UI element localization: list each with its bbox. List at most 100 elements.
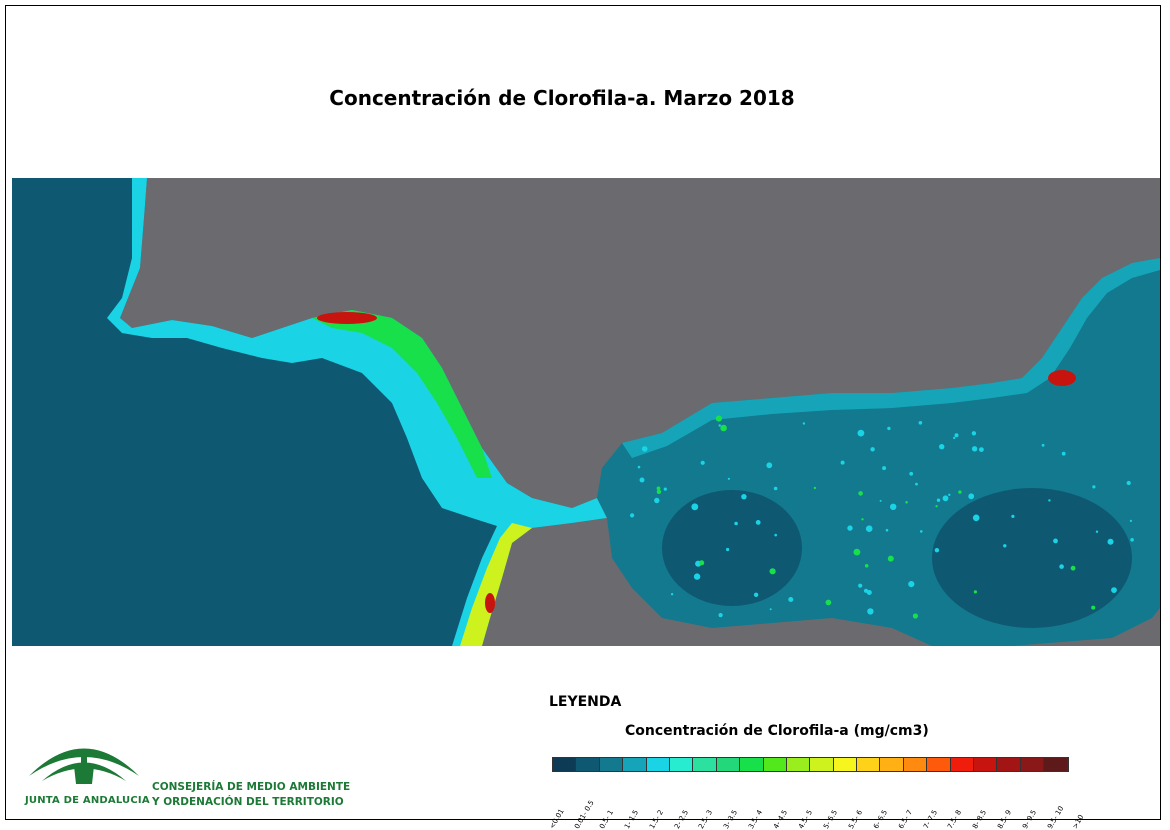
chlorophyll-spot — [864, 564, 869, 568]
chlorophyll-spot — [718, 424, 721, 427]
legend-swatch — [786, 758, 811, 771]
chlorophyll-spot — [971, 446, 978, 452]
chlorophyll-spot — [802, 422, 806, 425]
chlorophyll-spot — [867, 608, 874, 615]
chlorophyll-spot — [954, 433, 959, 438]
chlorophyll-spot — [691, 503, 699, 511]
legend-swatch — [810, 758, 834, 771]
chlorophyll-spot — [861, 518, 864, 521]
chlorophyll-spot — [637, 465, 641, 469]
chlorophyll-spot — [774, 533, 777, 537]
chlorophyll-spot — [912, 613, 919, 619]
morocco-coast-strip — [460, 523, 532, 646]
chlorophyll-spot — [1107, 538, 1114, 545]
chlorophyll-spot — [813, 486, 817, 490]
atlantic-coast-bloom — [312, 310, 492, 478]
chlorophyll-spot — [755, 520, 761, 525]
legend-swatch — [646, 758, 670, 771]
map-canvas — [12, 178, 1160, 646]
chlorophyll-spot — [699, 560, 705, 566]
chlorophyll-spot — [1092, 485, 1096, 489]
legend-swatch — [763, 758, 787, 771]
chlorophyll-spot — [887, 426, 891, 431]
legend-swatch — [974, 758, 998, 771]
chlorophyll-spot — [879, 499, 882, 502]
chlorophyll-spot — [1061, 451, 1066, 456]
chlorophyll-spot — [700, 460, 705, 465]
chlorophyll-spot — [670, 593, 674, 596]
chlorophyll-spot — [942, 495, 949, 502]
department-name: CONSEJERÍA DE MEDIO AMBIENTE Y ORDENACIÓ… — [152, 780, 350, 810]
chlorophyll-spot — [858, 583, 863, 588]
page-title: Concentración de Clorofila-a. Marzo 2018 — [329, 86, 795, 110]
chlorophyll-spot — [753, 592, 759, 597]
legend-swatch — [997, 758, 1021, 771]
legend-swatch — [833, 758, 858, 771]
legend-swatch — [553, 758, 577, 771]
hotspot-cadiz — [317, 312, 377, 324]
chlorophyll-spot — [734, 521, 738, 526]
chlorophyll-spot — [939, 444, 945, 450]
alboran-east-basin — [932, 488, 1132, 628]
chlorophyll-spot — [1053, 538, 1058, 544]
chlorophyll-spot — [972, 514, 980, 522]
chlorophyll-spot — [663, 487, 667, 491]
chlorophyll-spot — [882, 466, 887, 471]
chlorophyll-spot — [958, 490, 962, 494]
chlorophyll-spot — [858, 491, 863, 496]
chlorophyll-spot — [766, 462, 773, 469]
legend-swatch — [576, 758, 600, 771]
legend-swatch — [716, 758, 741, 771]
chlorophyll-spot — [825, 599, 832, 606]
chlorophyll-spot — [973, 590, 978, 594]
hotspot-morocco — [485, 593, 495, 613]
chlorophyll-spot — [1003, 544, 1007, 548]
chlorophyll-spot — [847, 525, 853, 531]
legend-swatch — [927, 758, 951, 771]
chlorophyll-spot — [905, 501, 908, 504]
chlorophyll-spot — [1041, 443, 1045, 447]
legend-swatch — [693, 758, 717, 771]
chlorophyll-spot — [968, 493, 975, 500]
chlorophyll-spot — [769, 608, 772, 611]
chlorophyll-spot — [1048, 499, 1051, 502]
chlorophyll-spot — [853, 548, 861, 556]
chlorophyll-spot — [890, 503, 897, 510]
chlorophyll-spot — [915, 482, 918, 486]
legend-title: LEYENDA — [549, 694, 622, 710]
chlorophyll-spot — [639, 477, 645, 483]
chlorophyll-spot — [1091, 605, 1096, 610]
chlorophyll-spot — [654, 497, 660, 504]
chlorophyll-spot — [935, 505, 938, 508]
chlorophyll-spot — [656, 489, 662, 494]
legend-swatch — [903, 758, 928, 771]
chlorophyll-spot — [727, 477, 731, 480]
chlorophyll-spot — [857, 429, 865, 437]
chlorophyll-spot — [840, 460, 845, 465]
chlorophyll-spot — [741, 494, 747, 500]
chlorophyll-spot — [1059, 564, 1064, 569]
chlorophyll-spot — [715, 415, 723, 422]
chlorophyll-spot — [979, 447, 984, 452]
chlorophyll-spot — [1129, 519, 1132, 522]
chlorophyll-spot — [773, 486, 778, 491]
legend-swatch — [1044, 758, 1068, 771]
chlorophyll-spot — [720, 424, 727, 432]
alboran-west-basin — [662, 490, 802, 606]
chlorophyll-spot — [726, 547, 730, 552]
chlorophyll-spot — [971, 431, 977, 436]
chlorophyll-spot — [769, 568, 776, 575]
legend-labels: <0.01 0.01- 0.5 0.5- 1 1- 1.5 1.5- 2 2- 2.5 2.… — [548, 772, 1100, 830]
chlorophyll-spot — [1095, 530, 1099, 533]
chlorophyll-map — [12, 178, 1160, 646]
chlorophyll-spot — [718, 613, 723, 618]
chlorophyll-spot — [870, 447, 875, 452]
chlorophyll-spot — [948, 493, 951, 496]
chlorophyll-spot — [885, 528, 889, 532]
legend-swatch — [599, 758, 624, 771]
mediterranean-coast-band — [622, 258, 1160, 458]
chlorophyll-spot — [788, 597, 794, 602]
legend-swatch — [623, 758, 647, 771]
chlorophyll-spot — [1111, 587, 1117, 593]
chlorophyll-spot — [936, 498, 941, 502]
